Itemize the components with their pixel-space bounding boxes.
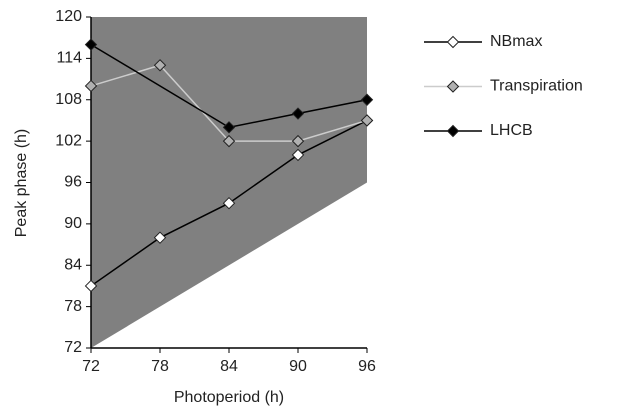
legend-label: NBmax — [490, 33, 542, 50]
y-tick-label: 120 — [55, 8, 82, 25]
point-marker — [153, 231, 167, 244]
point-marker — [84, 38, 98, 51]
point-marker — [291, 134, 305, 148]
point-marker — [360, 93, 374, 106]
shaded-region — [91, 17, 367, 348]
y-tick-label: 84 — [64, 256, 82, 273]
point-marker — [153, 59, 167, 72]
x-tick-label: 90 — [289, 358, 307, 375]
y-axis-label: Peak phase (h) — [13, 129, 30, 238]
series-line — [90, 43, 368, 129]
y-tick-label: 108 — [55, 91, 82, 108]
x-tick-label: 78 — [151, 358, 169, 375]
point-marker — [222, 134, 236, 148]
y-tick-label: 96 — [64, 174, 82, 191]
x-tick-label: 96 — [358, 358, 376, 375]
y-tick-label: 102 — [55, 132, 82, 149]
legend-label: Transpiration — [490, 78, 583, 95]
y-tick-label: 90 — [64, 215, 82, 232]
point-marker — [291, 148, 305, 162]
x-axis-label: Photoperiod (h) — [174, 389, 284, 406]
legend-marker — [446, 35, 460, 49]
point-marker — [291, 107, 305, 120]
x-tick-label: 84 — [220, 358, 238, 375]
legend-marker — [446, 80, 460, 93]
point-marker — [360, 114, 374, 127]
point-marker — [222, 196, 236, 210]
y-tick-label: 72 — [64, 339, 82, 356]
x-tick-label: 72 — [82, 358, 100, 375]
legend-label: LHCB — [490, 122, 533, 139]
legend-marker — [446, 124, 460, 138]
point-marker — [222, 121, 236, 134]
point-marker — [84, 279, 98, 293]
y-tick-label: 114 — [56, 50, 82, 67]
point-marker — [84, 79, 98, 93]
y-tick-label: 78 — [64, 298, 82, 315]
